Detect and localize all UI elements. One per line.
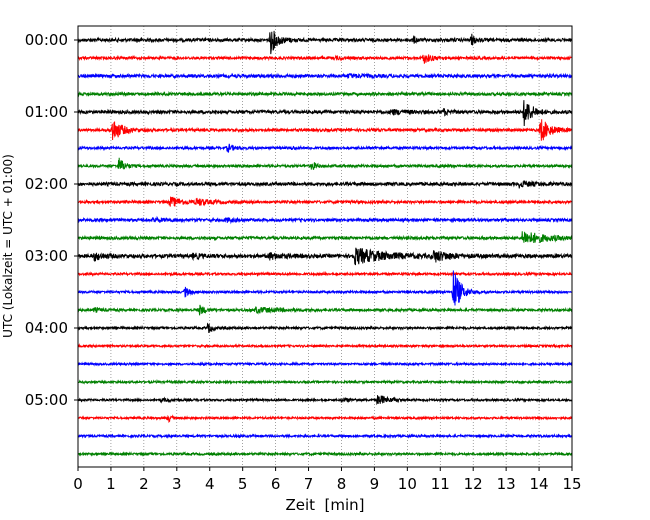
seismogram-trace-0345 <box>77 304 573 316</box>
seismogram-trace-0000 <box>77 30 573 55</box>
seismogram-trace-0430 <box>77 361 573 367</box>
x-tick-label: 0 <box>73 475 83 493</box>
seismogram-trace-0230 <box>77 215 573 225</box>
seismogram-trace-0515 <box>77 414 573 423</box>
x-tick-label: 11 <box>431 475 450 493</box>
seismogram-trace-0245 <box>77 231 573 244</box>
seismogram-trace-0315 <box>77 270 573 278</box>
seismogram-trace-0500 <box>77 395 573 406</box>
plot-frame <box>77 25 573 468</box>
y-axis-ticks: 00:00 01:00 02:00 03:00 04:00 05:00 <box>25 31 78 409</box>
x-tick-label: 10 <box>398 475 417 493</box>
seismogram-trace-0445 <box>77 379 573 385</box>
seismogram-trace-0330 <box>77 270 573 306</box>
x-axis-label: Zeit [min] <box>285 496 364 514</box>
seismogram-trace-0015 <box>77 54 573 64</box>
y-tick-label: 02:00 <box>25 175 68 193</box>
x-tick-label: 12 <box>464 475 483 493</box>
x-tick-label: 5 <box>238 475 248 493</box>
x-tick-label: 8 <box>337 475 347 493</box>
seismogram-trace-0415 <box>77 343 573 349</box>
seismogram-trace-0300 <box>77 247 573 266</box>
seismogram-trace-0200 <box>77 179 573 189</box>
y-tick-label: 00:00 <box>25 31 68 49</box>
seismogram-trace-0100 <box>77 100 573 127</box>
y-axis-label: UTC (Lokalzeit = UTC + 01:00) <box>1 154 15 338</box>
y-tick-label: 01:00 <box>25 103 68 121</box>
seismogram-trace-0130 <box>77 143 573 153</box>
seismogram-trace-0400 <box>77 322 573 333</box>
y-tick-label: 05:00 <box>25 391 68 409</box>
seismogram-trace-0030 <box>77 72 573 80</box>
y-tick-label: 03:00 <box>25 247 68 265</box>
x-tick-label: 9 <box>370 475 380 493</box>
seismogram-trace-0045 <box>77 90 573 98</box>
x-axis-ticks: 0 1 2 3 4 5 6 7 8 9 10 11 12 13 14 15 <box>73 467 582 493</box>
x-tick-label: 13 <box>497 475 516 493</box>
seismogram-trace-0530 <box>77 432 573 439</box>
seismogram-trace-0545 <box>77 450 573 458</box>
seismogram-traces <box>77 30 573 458</box>
x-tick-label: 1 <box>106 475 116 493</box>
x-tick-label: 2 <box>139 475 149 493</box>
seismogram-trace-0115 <box>77 119 573 141</box>
x-tick-label: 7 <box>304 475 314 493</box>
x-tick-label: 4 <box>205 475 215 493</box>
seismogram-trace-0215 <box>77 196 573 207</box>
x-tick-label: 15 <box>562 475 581 493</box>
seismogram-trace-0145 <box>77 157 573 170</box>
x-tick-label: 6 <box>271 475 281 493</box>
y-tick-label: 04:00 <box>25 319 68 337</box>
x-tick-label: 14 <box>530 475 549 493</box>
x-tick-label: 3 <box>172 475 182 493</box>
